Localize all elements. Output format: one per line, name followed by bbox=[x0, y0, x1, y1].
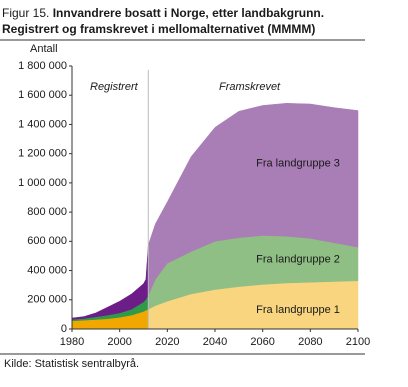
y-tick-label: 1 400 000 bbox=[18, 118, 67, 130]
y-tick-label: 0 bbox=[61, 323, 67, 335]
x-tick-label: 2060 bbox=[250, 336, 274, 348]
annotation: Registrert bbox=[90, 81, 139, 93]
y-tick-label: 1 200 000 bbox=[18, 148, 67, 160]
chart-subtitle: Registrert og framskrevet i mellomaltern… bbox=[2, 22, 315, 36]
y-tick-label: 1 800 000 bbox=[18, 60, 67, 72]
area-label: Fra landgruppe 2 bbox=[256, 254, 340, 266]
y-tick-label: 1 600 000 bbox=[18, 89, 67, 101]
title-line: Figur 15. Innvandrere bosatt i Norge, et… bbox=[2, 6, 324, 20]
y-tick-label: 800 000 bbox=[27, 206, 67, 218]
annotation: Framskrevet bbox=[219, 81, 281, 93]
y-tick-label: 200 000 bbox=[27, 294, 67, 306]
source: Kilde: Statistisk sentralbyrå. bbox=[4, 358, 139, 370]
title-prefix: Figur 15. bbox=[2, 6, 49, 20]
y-tick-label: 600 000 bbox=[27, 235, 67, 247]
area-label: Fra landgruppe 1 bbox=[256, 304, 340, 316]
x-tick-label: 1980 bbox=[60, 336, 84, 348]
x-tick-label: 2080 bbox=[298, 336, 322, 348]
x-tick-label: 2100 bbox=[346, 336, 370, 348]
area-label: Fra landgruppe 3 bbox=[256, 158, 340, 170]
x-tick-label: 2040 bbox=[203, 336, 227, 348]
chart-title: Innvandrere bosatt i Norge, etter landba… bbox=[53, 6, 324, 20]
x-tick-label: 2000 bbox=[107, 336, 131, 348]
area bbox=[148, 103, 359, 296]
x-tick-label: 2020 bbox=[155, 336, 179, 348]
y-axis-label: Antall bbox=[30, 43, 58, 55]
y-tick-label: 400 000 bbox=[27, 264, 67, 276]
y-tick-label: 1 000 000 bbox=[18, 177, 67, 189]
